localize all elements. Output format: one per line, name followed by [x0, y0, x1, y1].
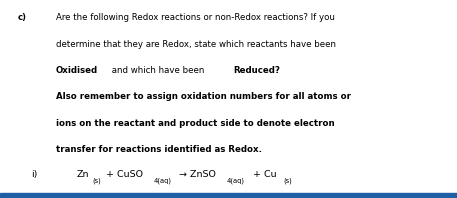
- Text: Reduced?: Reduced?: [234, 66, 280, 75]
- Text: c): c): [18, 13, 27, 22]
- Text: (s): (s): [283, 178, 292, 184]
- Text: (s): (s): [92, 178, 101, 184]
- Text: Zn: Zn: [76, 170, 89, 179]
- Text: Oxidised: Oxidised: [56, 66, 98, 75]
- Text: + Cu: + Cu: [250, 170, 276, 179]
- Text: transfer for reactions identified as Redox.: transfer for reactions identified as Red…: [56, 145, 262, 154]
- Text: and which have been: and which have been: [109, 66, 207, 75]
- Text: 4(aq): 4(aq): [154, 178, 172, 184]
- Text: i): i): [32, 170, 38, 179]
- Text: Also remember to assign oxidation numbers for all atoms or: Also remember to assign oxidation number…: [56, 92, 351, 101]
- Text: ions on the reactant and product side to denote electron: ions on the reactant and product side to…: [56, 119, 335, 128]
- Text: 4(aq): 4(aq): [227, 178, 245, 184]
- Text: → ZnSO: → ZnSO: [176, 170, 216, 179]
- Text: + CuSO: + CuSO: [103, 170, 143, 179]
- Text: Are the following Redox reactions or non-Redox reactions? If you: Are the following Redox reactions or non…: [56, 13, 335, 22]
- Text: determine that they are Redox, state which reactants have been: determine that they are Redox, state whi…: [56, 40, 336, 49]
